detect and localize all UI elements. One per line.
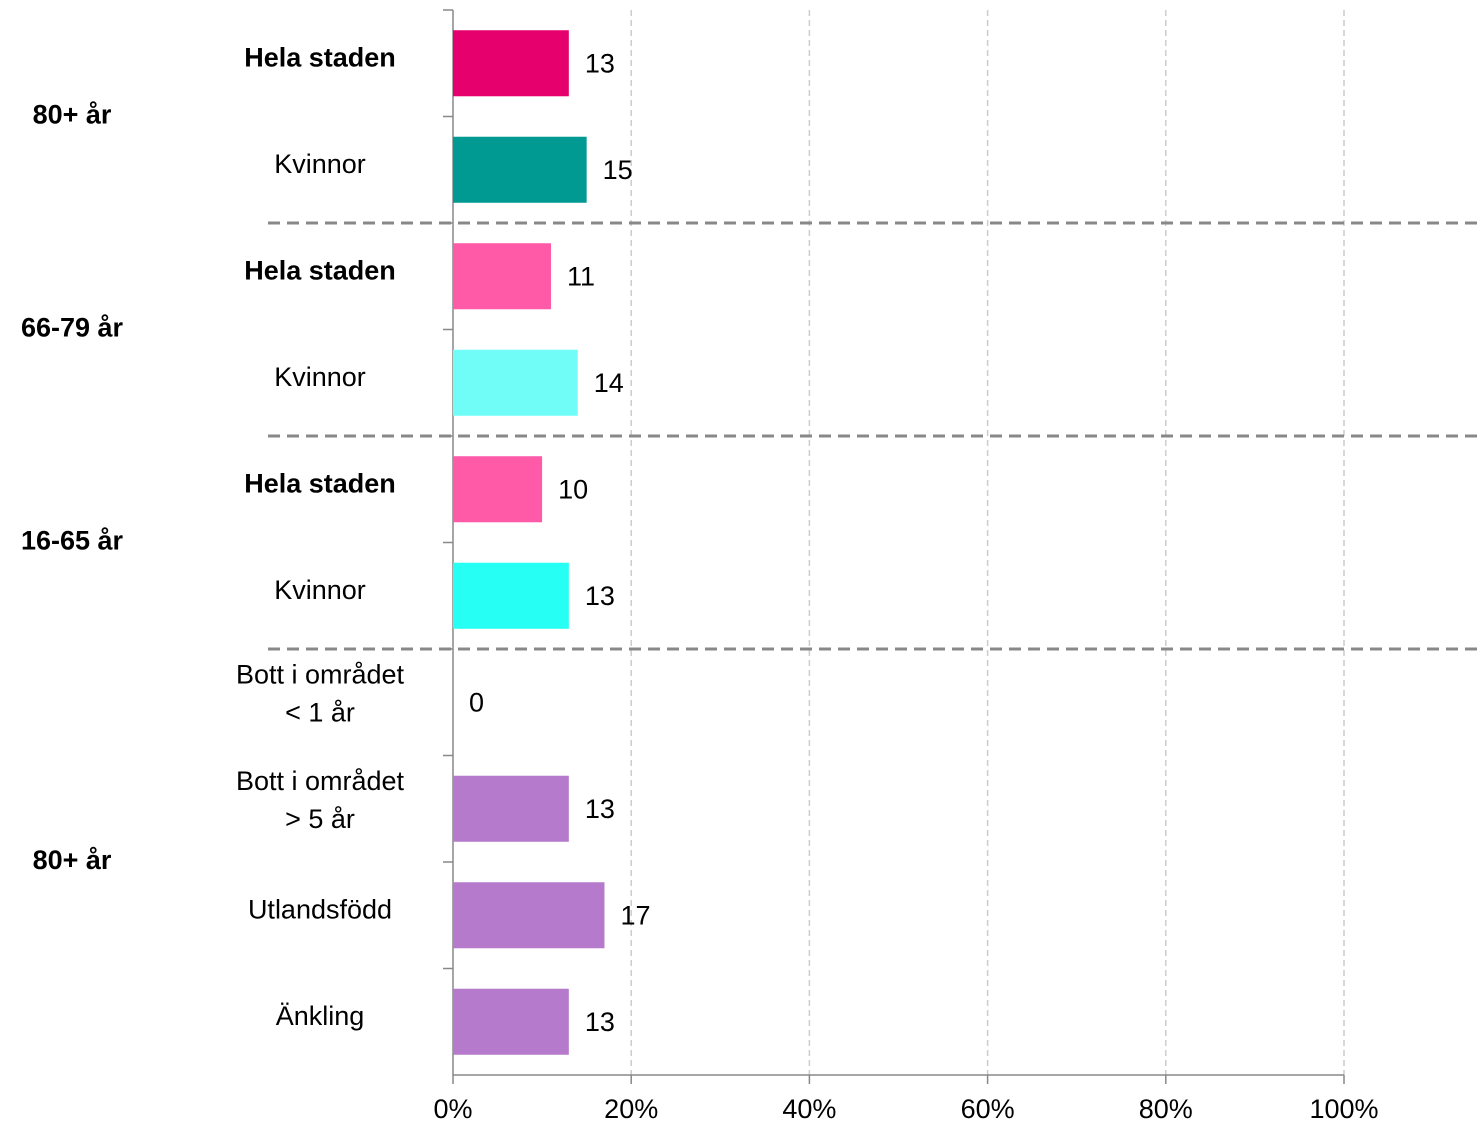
bar bbox=[453, 243, 552, 310]
value-label: 13 bbox=[585, 48, 615, 78]
bar bbox=[453, 775, 569, 842]
value-label: 15 bbox=[603, 155, 633, 185]
x-tick-label: 100% bbox=[1309, 1094, 1378, 1124]
bar bbox=[453, 349, 578, 416]
bar bbox=[453, 988, 569, 1055]
value-label: 13 bbox=[585, 581, 615, 611]
bar bbox=[453, 562, 569, 629]
category-label: Kvinnor bbox=[274, 149, 366, 179]
bar bbox=[453, 30, 569, 97]
group-label: 16-65 år bbox=[21, 526, 124, 556]
x-tick-label: 60% bbox=[961, 1094, 1015, 1124]
value-label: 0 bbox=[469, 687, 484, 717]
bar bbox=[453, 136, 587, 203]
x-tick-label: 40% bbox=[782, 1094, 836, 1124]
category-label: < 1 år bbox=[285, 697, 355, 727]
x-tick-label: 20% bbox=[604, 1094, 658, 1124]
category-label: > 5 år bbox=[285, 804, 355, 834]
value-label: 11 bbox=[567, 261, 595, 291]
x-tick-label: 0% bbox=[433, 1094, 472, 1124]
value-label: 14 bbox=[594, 368, 624, 398]
category-label: Bott i området bbox=[236, 766, 405, 796]
value-label: 17 bbox=[620, 900, 650, 930]
value-label: 13 bbox=[585, 794, 615, 824]
category-label: Hela staden bbox=[244, 255, 396, 285]
bar bbox=[453, 882, 605, 949]
category-label: Hela staden bbox=[244, 468, 396, 498]
category-label: Bott i området bbox=[236, 659, 405, 689]
category-label: Kvinnor bbox=[274, 362, 366, 392]
value-label: 10 bbox=[558, 474, 588, 504]
group-label: 66-79 år bbox=[21, 313, 124, 343]
bar bbox=[453, 456, 543, 523]
category-label: Hela staden bbox=[244, 42, 396, 72]
category-label: Änkling bbox=[276, 1001, 365, 1031]
category-label: Utlandsfödd bbox=[248, 894, 392, 924]
group-label: 80+ år bbox=[33, 845, 112, 875]
x-tick-label: 80% bbox=[1139, 1094, 1193, 1124]
value-label: 13 bbox=[585, 1007, 615, 1037]
group-label: 80+ år bbox=[33, 100, 112, 130]
category-label: Kvinnor bbox=[274, 575, 366, 605]
